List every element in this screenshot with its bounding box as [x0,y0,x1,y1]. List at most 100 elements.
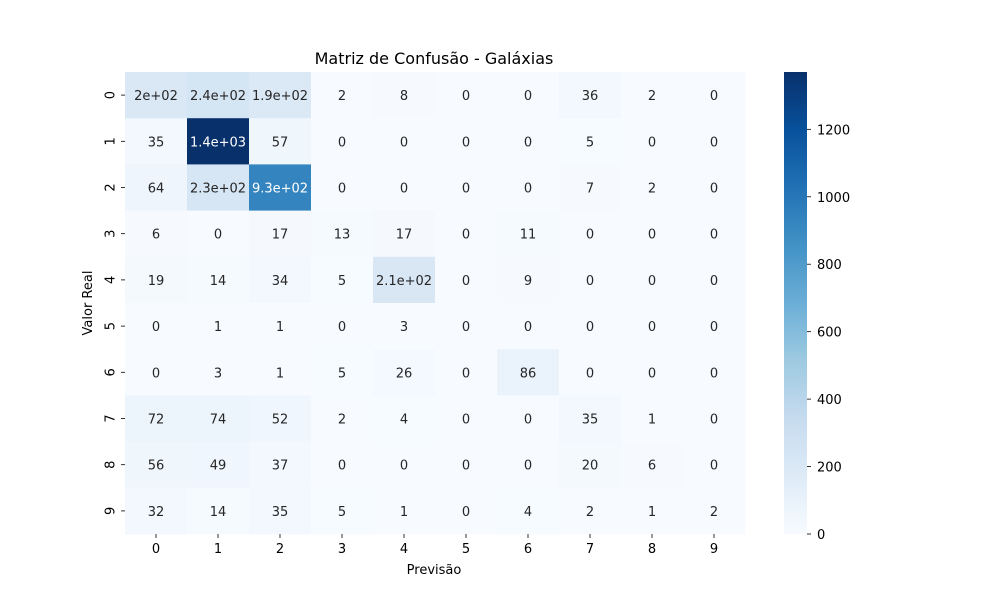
cell-annotation-1-2: 57 [272,135,289,150]
y-tick-label-2: 2 [104,183,119,191]
cell-annotation-6-7: 0 [586,366,594,381]
cell-annotation-4-3: 5 [338,274,346,289]
heatmap-cell-5-2 [249,303,312,350]
heatmap-cell-9-9 [683,487,746,535]
cell-annotation-2-8: 2 [648,182,656,197]
colorbar-tick-label-4: 800 [817,258,842,273]
heatmap-cell-4-6 [497,256,560,304]
heatmap-cells [125,72,746,535]
cell-annotation-4-2: 34 [272,274,289,289]
cell-annotation-2-9: 0 [710,182,718,197]
heatmap-cell-0-6 [497,72,560,119]
heatmap-cell-7-0 [125,395,188,443]
heatmap-cell-2-2 [249,164,312,212]
cell-annotation-4-1: 14 [210,274,227,289]
cell-annotation-0-0: 2e+02 [134,89,178,104]
heatmap-cell-5-6 [497,303,560,350]
cell-annotation-5-4: 3 [400,320,408,335]
x-tick-label-4: 4 [400,542,408,557]
cell-annotation-3-5: 0 [462,228,470,243]
heatmap-cell-8-5 [435,441,498,489]
colorbar-gradient [784,72,807,534]
heatmap-cell-5-1 [187,303,250,350]
cell-annotation-7-6: 0 [524,413,532,428]
heatmap-cell-7-4 [373,395,436,443]
heatmap-cell-6-4 [373,349,436,396]
cell-annotation-3-0: 6 [152,228,160,243]
heatmap-cell-5-8 [621,303,684,350]
heatmap-cell-6-3 [311,349,374,396]
heatmap-cell-2-0 [125,164,188,212]
x-tick-label-3: 3 [338,542,346,557]
cell-annotation-6-2: 1 [276,366,284,381]
colorbar-tick-label-3: 600 [817,326,842,341]
x-tick-label-9: 9 [710,542,718,557]
heatmap-cell-6-2 [249,349,312,396]
heatmap-cell-5-7 [559,303,622,350]
cell-annotation-8-5: 0 [462,459,470,474]
cell-annotation-3-1: 0 [214,228,222,243]
cell-annotation-8-8: 6 [648,459,656,474]
y-tick-label-4: 4 [104,276,119,284]
heatmap-cell-1-7 [559,118,622,165]
heatmap-cell-1-2 [249,118,312,165]
y-tick-label-3: 3 [104,230,119,238]
heatmap-cell-9-5 [435,487,498,535]
heatmap-cell-5-9 [683,303,746,350]
x-tick-label-6: 6 [524,542,532,557]
heatmap-cell-2-9 [683,164,746,212]
heatmap-cell-0-2 [249,72,312,119]
cell-annotation-8-2: 37 [272,459,289,474]
cell-annotation-8-7: 20 [582,459,599,474]
colorbar-tick-label-6: 1200 [817,123,850,138]
heatmap-cell-5-4 [373,303,436,350]
cell-annotation-1-0: 35 [148,135,165,150]
heatmap-cell-3-5 [435,210,498,258]
heatmap-cell-4-8 [621,256,684,304]
heatmap-cell-3-7 [559,210,622,258]
cell-annotations: 2e+02 2.4e+02 1.9e+02 2 8 0 0 36 2 035 1.4e+03 57 0 0… [134,89,718,520]
heatmap-cell-1-5 [435,118,498,165]
cell-annotation-3-8: 0 [648,228,656,243]
cell-annotation-0-4: 8 [400,89,408,104]
cell-annotation-7-3: 2 [338,413,346,428]
cell-annotation-3-2: 17 [272,228,289,243]
cell-annotation-3-7: 0 [586,228,594,243]
cell-annotation-2-7: 7 [586,182,594,197]
x-tick-label-2: 2 [276,542,284,557]
heatmap-cell-5-0 [125,303,188,350]
cell-annotation-6-6: 86 [520,366,537,381]
cell-annotation-4-7: 0 [586,274,594,289]
x-tick-label-7: 7 [586,542,594,557]
cell-annotation-6-8: 0 [648,366,656,381]
heatmap-cell-7-6 [497,395,560,443]
heatmap-cell-8-8 [621,441,684,489]
heatmap-cell-1-9 [683,118,746,165]
heatmap-cell-8-2 [249,441,312,489]
cell-annotation-9-4: 1 [400,505,408,520]
heatmap-cell-6-7 [559,349,622,396]
heatmap-cell-3-8 [621,210,684,258]
heatmap-cell-7-2 [249,395,312,443]
cell-annotation-2-6: 0 [524,182,532,197]
cell-annotation-6-1: 3 [214,366,222,381]
heatmap-cell-4-0 [125,256,188,304]
colorbar-ticks: 0 200 400 600 800 1000 1200 [807,123,850,543]
cell-annotation-2-5: 0 [462,182,470,197]
heatmap-cell-2-1 [187,164,250,212]
colorbar-tick-label-2: 400 [817,393,842,408]
cell-annotation-5-3: 0 [338,320,346,335]
heatmap-cell-2-7 [559,164,622,212]
cell-annotation-8-1: 49 [210,459,227,474]
cell-annotation-6-9: 0 [710,366,718,381]
cell-annotation-5-7: 0 [586,320,594,335]
heatmap-cell-3-3 [311,210,374,258]
cell-annotation-5-5: 0 [462,320,470,335]
heatmap-cell-8-4 [373,441,436,489]
heatmap-cell-1-8 [621,118,684,165]
heatmap-cell-6-1 [187,349,250,396]
heatmap-cell-7-9 [683,395,746,443]
heatmap-cell-8-7 [559,441,622,489]
cell-annotation-9-7: 2 [586,505,594,520]
